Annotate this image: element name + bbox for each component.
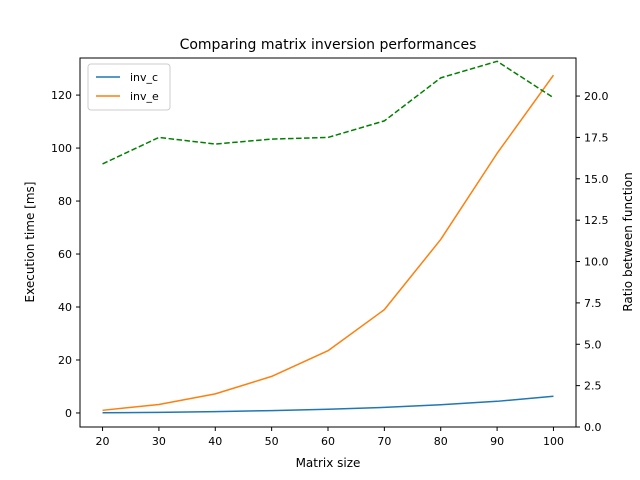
x-tick-label: 20 — [96, 435, 110, 448]
y-right-tick-label: 7.5 — [584, 297, 602, 310]
y-right-tick-label: 17.5 — [584, 131, 609, 144]
y-right-tick-label: 0.0 — [584, 421, 602, 434]
y-right-tick-label: 2.5 — [584, 380, 602, 393]
y-axis-label: Execution time [ms] — [23, 182, 37, 303]
y-axis-label-right: Ratio between function — [621, 172, 635, 311]
x-tick-label: 90 — [490, 435, 504, 448]
x-tick-label: 100 — [543, 435, 564, 448]
x-tick-label: 30 — [152, 435, 166, 448]
y-tick-label: 0 — [65, 407, 72, 420]
chart-title: Comparing matrix inversion performances — [180, 37, 477, 53]
y-right-tick-label: 12.5 — [584, 214, 609, 227]
y-right-tick-label: 15.0 — [584, 173, 609, 186]
y-right-tick-label: 10.0 — [584, 256, 609, 269]
y-tick-label: 80 — [58, 195, 72, 208]
legend: inv_c inv_e — [87, 63, 171, 111]
x-tick-label: 60 — [321, 435, 335, 448]
x-tick-label: 40 — [208, 435, 222, 448]
y-tick-label: 20 — [58, 354, 72, 367]
series-line-ratio — [102, 60, 554, 165]
legend-label: inv_c — [130, 71, 158, 84]
x-tick-label: 50 — [265, 435, 279, 448]
x-axis-label: Matrix size — [296, 456, 361, 470]
y-tick-label: 100 — [51, 142, 72, 155]
y-tick-label: 40 — [58, 301, 72, 314]
y-tick-label: 120 — [51, 89, 72, 102]
y-tick-label: 60 — [58, 248, 72, 261]
y-right-tick-label: 5.0 — [584, 338, 602, 351]
x-tick-label: 80 — [434, 435, 448, 448]
y-right-tick-label: 20.0 — [584, 90, 609, 103]
x-tick-label: 70 — [377, 435, 391, 448]
legend-box — [87, 63, 171, 111]
legend-label: inv_e — [130, 90, 159, 103]
